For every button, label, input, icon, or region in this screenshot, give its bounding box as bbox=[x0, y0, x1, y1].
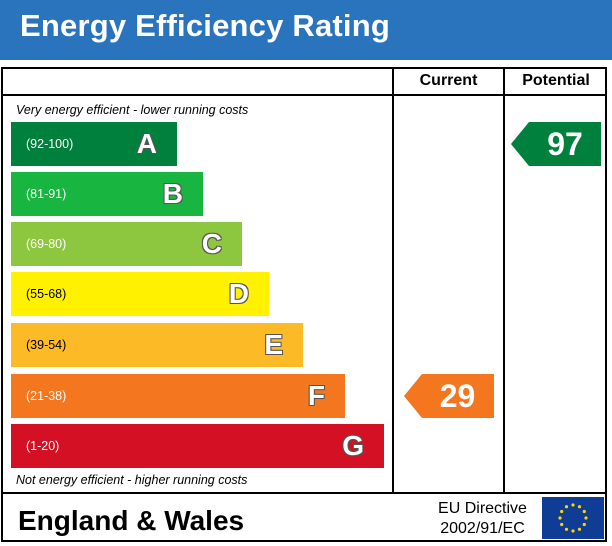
band-range-label: (92-100) bbox=[26, 137, 74, 151]
band-letter-label: B bbox=[162, 178, 183, 209]
eu-star bbox=[571, 503, 575, 507]
band-range-label: (81-91) bbox=[26, 187, 67, 201]
band-letter-label: G bbox=[342, 430, 364, 461]
page-title: Energy Efficiency Rating bbox=[20, 8, 391, 43]
band-d: (55-68) D bbox=[11, 272, 269, 316]
eu-star bbox=[560, 522, 564, 527]
eu-star bbox=[571, 529, 575, 533]
bottom-note: Not energy efficient - higher running co… bbox=[16, 473, 248, 487]
rating-frame bbox=[1, 67, 607, 542]
band-range-label: (69-80) bbox=[26, 237, 67, 251]
divider-potential bbox=[503, 67, 505, 494]
potential-rating-value: 97 bbox=[547, 126, 583, 162]
column-header-current: Current bbox=[419, 72, 478, 89]
band-range-label: (1-20) bbox=[26, 439, 60, 453]
eu-star bbox=[584, 516, 588, 520]
potential-rating-arrow bbox=[511, 122, 601, 166]
band-letter-label: D bbox=[228, 278, 249, 309]
eu-directive-line1: EU Directive bbox=[438, 500, 527, 517]
eu-directive-line2: 2002/91/EC bbox=[440, 520, 525, 537]
eu-star bbox=[564, 505, 569, 509]
band-range-label: (55-68) bbox=[26, 287, 67, 301]
current-rating-value: 29 bbox=[439, 378, 476, 414]
eu-star bbox=[577, 505, 582, 509]
band-range-label: (21-38) bbox=[26, 389, 67, 403]
eu-star bbox=[558, 516, 562, 520]
eu-star bbox=[564, 527, 569, 531]
current-rating-arrow bbox=[403, 374, 494, 418]
band-letter-label: C bbox=[201, 228, 222, 259]
band-f: (21-38) F bbox=[11, 374, 345, 418]
divider-footer bbox=[1, 492, 607, 494]
band-g: (1-20) G bbox=[11, 424, 384, 468]
band-e: (39-54) E bbox=[11, 323, 303, 367]
eu-star bbox=[582, 509, 586, 514]
band-letter-label: A bbox=[136, 128, 157, 159]
footer-region: England & Wales bbox=[18, 505, 245, 536]
eu-star bbox=[577, 527, 582, 531]
eu-star bbox=[582, 522, 586, 527]
band-b: (81-91) B bbox=[11, 172, 203, 216]
band-letter-label: F bbox=[307, 380, 325, 411]
divider-header bbox=[1, 94, 607, 96]
band-a: (92-100) A bbox=[11, 122, 177, 166]
top-note: Very energy efficient - lower running co… bbox=[16, 103, 249, 117]
column-header-potential: Potential bbox=[522, 72, 590, 89]
band-c: (69-80) C bbox=[11, 222, 242, 266]
header-banner: Energy Efficiency Rating bbox=[0, 0, 612, 60]
eu-star bbox=[560, 509, 564, 514]
band-range-label: (39-54) bbox=[26, 338, 67, 352]
eu-flag-icon bbox=[542, 497, 604, 539]
divider-current bbox=[392, 67, 394, 494]
band-letter-label: E bbox=[264, 329, 283, 360]
